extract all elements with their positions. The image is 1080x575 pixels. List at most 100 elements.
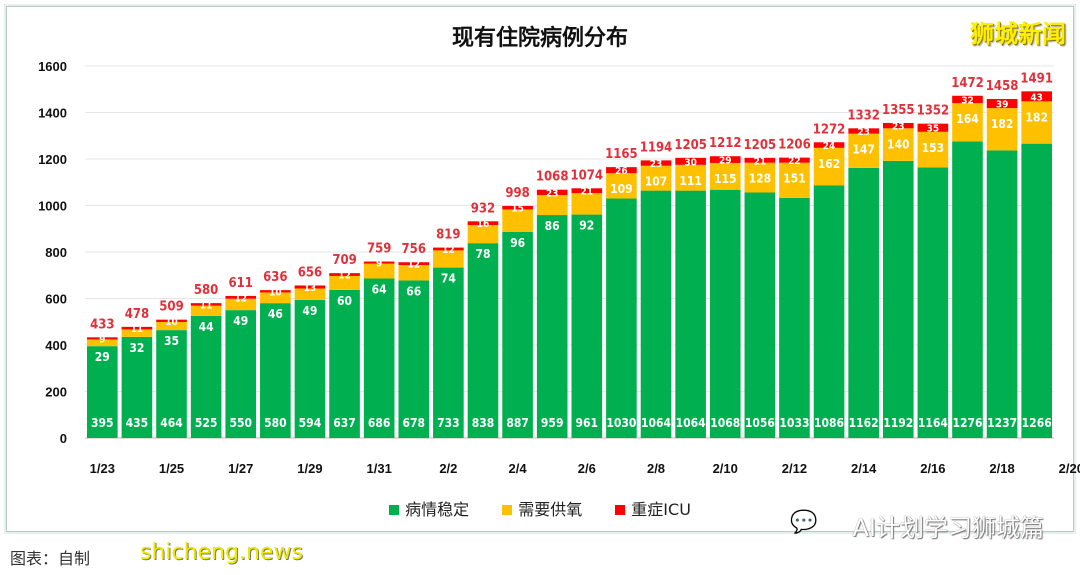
- data-label-total: 1355: [882, 103, 915, 118]
- bar-segment-stable: [398, 280, 430, 438]
- data-label-total: 580: [194, 283, 218, 298]
- bar-segment-oxygen: [848, 133, 879, 168]
- bar-segment-stable: [467, 243, 499, 438]
- x-tick-label: 2/18: [989, 461, 1014, 476]
- bar-segment-oxygen: [225, 298, 257, 311]
- bar-segment-icu: [398, 262, 430, 266]
- data-label-total: 756: [402, 242, 426, 257]
- data-label-total: 478: [125, 307, 149, 322]
- bar-segment-icu: [260, 290, 291, 293]
- data-label-stable: 525: [195, 416, 218, 430]
- x-tick-label: 2/20: [1059, 461, 1080, 476]
- data-label-stable: 1086: [814, 416, 844, 430]
- data-label-stable: 961: [576, 416, 599, 430]
- bar-segment-stable: [709, 189, 741, 438]
- data-label-total: 1472: [951, 76, 984, 91]
- legend-label: 需要供氧: [518, 500, 583, 519]
- bar-segment-icu: [675, 157, 706, 165]
- bar-segment-icu: [502, 205, 533, 210]
- data-label-icu: 32: [961, 95, 974, 106]
- data-label-icu: 21: [581, 187, 594, 198]
- data-label-total: 611: [229, 276, 253, 291]
- x-tick-label: 2/8: [647, 461, 665, 476]
- bar-segment-stable: [813, 185, 845, 438]
- bar-segment-stable: [640, 190, 672, 438]
- legend-swatch: [389, 505, 400, 515]
- data-label-oxygen: 153: [922, 141, 945, 155]
- brand-logo: 狮城新闻: [970, 20, 1066, 48]
- bar-segment-icu: [744, 157, 776, 163]
- bar-segment-oxygen: [952, 103, 983, 142]
- data-label-oxygen: 78: [475, 247, 490, 261]
- data-label-stable: 678: [402, 416, 425, 430]
- bar-segment-oxygen: [986, 108, 1018, 151]
- x-tick-label: 2/16: [920, 461, 945, 476]
- legend-swatch: [615, 505, 626, 515]
- bar-segment-icu: [225, 295, 257, 299]
- bar-segment-icu: [1021, 91, 1052, 102]
- data-label-stable: 1164: [918, 416, 949, 430]
- data-label-oxygen: 140: [887, 137, 910, 151]
- y-tick-label: 1600: [38, 59, 67, 74]
- y-tick-label: 0: [60, 431, 67, 446]
- data-label-stable: 838: [472, 416, 495, 430]
- bar-segment-oxygen: [121, 329, 153, 337]
- data-label-total: 759: [367, 242, 391, 257]
- data-label-icu: 24: [823, 141, 836, 152]
- data-label-oxygen: 86: [545, 219, 560, 233]
- data-label-icu: 12: [408, 260, 421, 271]
- data-label-icu: 12: [338, 271, 351, 282]
- data-label-icu: 13: [304, 283, 317, 294]
- data-label-icu: 9: [376, 259, 382, 270]
- legend-label: 病情稳定: [405, 500, 470, 519]
- data-label-stable: 733: [437, 416, 460, 430]
- x-tick-label: 1/25: [159, 461, 184, 476]
- data-label-oxygen: 64: [372, 283, 388, 297]
- data-label-stable: 464: [160, 416, 183, 430]
- bar-segment-stable: [329, 289, 360, 438]
- bar-segment-stable: [363, 278, 395, 438]
- bar-segment-oxygen: [813, 147, 845, 186]
- bar-segment-icu: [536, 189, 568, 196]
- bar-segment-oxygen: [1021, 101, 1052, 144]
- bar-segment-oxygen: [536, 195, 568, 216]
- bar-segment-stable: [260, 303, 291, 438]
- bar-segment-oxygen: [779, 162, 810, 198]
- data-label-oxygen: 92: [579, 219, 594, 233]
- bar-segment-icu: [190, 303, 222, 306]
- chart-frame[interactable]: [6, 6, 1074, 532]
- bar-segment-oxygen: [87, 339, 118, 347]
- data-label-oxygen: 44: [199, 320, 215, 334]
- bar-segment-stable: [571, 214, 603, 438]
- bar-segment-icu: [606, 167, 637, 174]
- data-label-oxygen: 29: [95, 350, 110, 364]
- data-label-oxygen: 66: [406, 284, 421, 298]
- data-label-icu: 11: [131, 324, 144, 335]
- data-label-icu: 11: [200, 300, 213, 311]
- bar-segment-oxygen: [329, 275, 360, 290]
- legend-swatch: [502, 505, 513, 515]
- bar-segment-stable: [952, 141, 983, 438]
- data-label-oxygen: 182: [1025, 110, 1048, 124]
- data-label-stable: 959: [541, 416, 564, 430]
- data-label-total: 1165: [605, 147, 638, 162]
- bar-segment-stable: [986, 150, 1018, 438]
- data-label-icu: 22: [788, 156, 801, 167]
- data-label-icu: 16: [477, 219, 490, 230]
- data-label-oxygen: 74: [441, 272, 457, 286]
- data-label-total: 1074: [571, 168, 604, 183]
- data-label-total: 1332: [847, 108, 880, 123]
- data-label-total: 636: [263, 270, 287, 285]
- data-label-total: 1205: [674, 138, 707, 153]
- data-label-icu: 30: [684, 157, 697, 168]
- data-label-oxygen: 128: [749, 172, 772, 186]
- bar-segment-oxygen: [433, 250, 464, 268]
- bar-segment-oxygen: [294, 288, 326, 300]
- bar-segment-icu: [640, 160, 672, 166]
- bar-segment-icu: [121, 326, 153, 330]
- bar-segment-oxygen: [398, 265, 430, 281]
- bar-segment-stable: [502, 231, 533, 438]
- wechat-icon: 💬: [790, 510, 818, 535]
- bar-segment-oxygen: [571, 193, 603, 215]
